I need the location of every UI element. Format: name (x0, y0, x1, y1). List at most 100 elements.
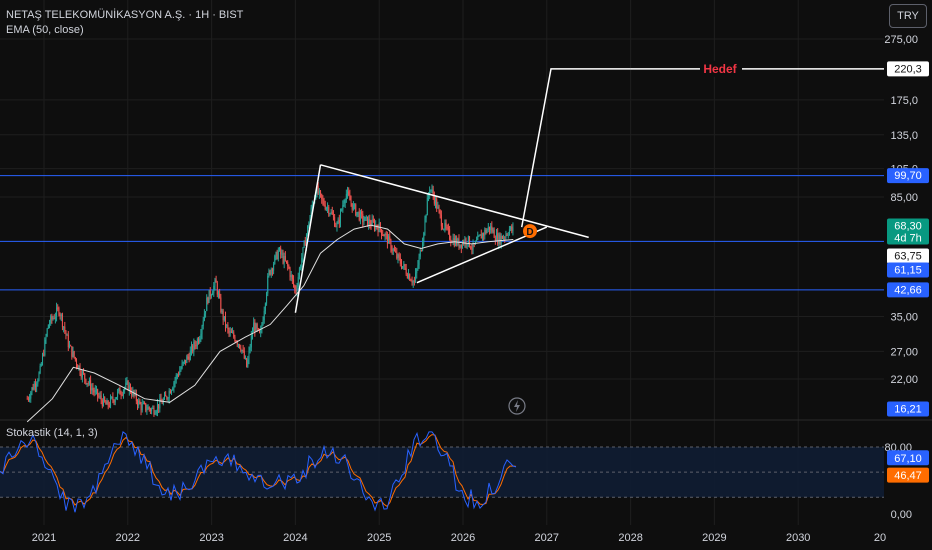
candle-body (471, 248, 473, 250)
candle-body (124, 387, 126, 391)
candle-body (227, 325, 229, 330)
candle-body (165, 394, 167, 397)
candle-body (30, 392, 32, 399)
candle-body (426, 197, 428, 216)
candle-body (229, 331, 231, 333)
candle-body (440, 214, 442, 227)
candle-body (56, 307, 58, 317)
currency-button[interactable]: TRY (889, 4, 927, 28)
candle-body (117, 391, 119, 398)
candle-body (126, 381, 128, 383)
stochastic-d-badge (887, 467, 929, 483)
candle-body (115, 397, 117, 400)
candle-body (105, 401, 107, 405)
candle-body (207, 297, 209, 303)
candle-body (181, 363, 183, 369)
candle-body (342, 204, 344, 210)
candle-body (198, 339, 200, 343)
candle-body (320, 190, 322, 194)
price-label-text: 61,15 (894, 265, 922, 277)
candle-body (79, 365, 81, 374)
candle-body (375, 224, 377, 229)
candle-body (156, 403, 158, 412)
candle-body (137, 401, 139, 406)
candle-body (50, 316, 52, 324)
x-tick-label: 2023 (199, 532, 223, 544)
candle-body (458, 238, 460, 248)
candle-body (406, 274, 408, 279)
candle-body (32, 387, 34, 390)
ema-indicator-label[interactable]: EMA (50, close) (6, 24, 84, 36)
candle-body (435, 198, 437, 204)
candle-body (147, 407, 149, 410)
stochastic-k-badge (887, 450, 929, 466)
candle-body (119, 388, 121, 395)
candle-body (138, 400, 140, 406)
candle-body (94, 389, 96, 393)
candle-body (315, 196, 317, 199)
candle-body (225, 315, 227, 327)
x-tick-label: 2024 (283, 532, 307, 544)
candle-body (307, 225, 309, 235)
candle-body (430, 189, 432, 191)
candle-body (168, 390, 170, 399)
candle-body (351, 203, 353, 210)
candle-body (366, 216, 368, 227)
candle-body (331, 211, 333, 215)
price-label-text: 68,30 (894, 220, 922, 232)
candle-body (206, 297, 208, 312)
candle-body (148, 407, 150, 410)
target-label-bg (700, 60, 742, 77)
candle-body (322, 198, 324, 201)
candle-body (237, 344, 239, 346)
price-label-white (887, 61, 929, 77)
candle-body (226, 325, 228, 327)
price-label-text: 99,70 (894, 170, 922, 182)
candle-body (201, 326, 203, 335)
candle-body (365, 216, 367, 218)
candle-body (294, 285, 296, 289)
price-label-blue (887, 282, 929, 298)
x-tick-label: 2030 (786, 532, 810, 544)
candle-body (129, 385, 131, 393)
price-label-text: 42,66 (894, 284, 922, 296)
candle-body (349, 194, 351, 201)
candle-body (303, 241, 305, 248)
candle-body (443, 229, 445, 231)
candle-body (36, 383, 38, 387)
candle-body (328, 207, 330, 214)
candle-body (309, 216, 311, 225)
x-tick-label: 2028 (618, 532, 642, 544)
stochastic-label[interactable]: Stokastik (14, 1, 3) (6, 427, 98, 439)
candle-body (488, 226, 490, 231)
candle-body (311, 204, 313, 208)
candle-body (180, 368, 182, 371)
candle-body (395, 251, 397, 253)
candle-body (507, 234, 509, 236)
candle-body (412, 280, 414, 283)
candle-body (335, 226, 337, 228)
candle-body (417, 265, 419, 270)
candle-body (439, 210, 441, 215)
candle-body (389, 236, 391, 240)
candle-body (329, 213, 331, 215)
candle-body (97, 389, 99, 397)
candle-body (166, 396, 168, 399)
candle-body (409, 274, 411, 281)
candle-body (359, 211, 361, 221)
candle-body (86, 383, 88, 385)
candle-body (67, 334, 69, 348)
candle-body (131, 392, 133, 396)
candle-body (111, 397, 113, 399)
flag-pole-line (294, 164, 322, 313)
candle-body (74, 357, 76, 360)
candle-body (49, 323, 51, 325)
candle-body (193, 342, 195, 352)
candle-body (73, 351, 75, 358)
candle-body (223, 315, 225, 320)
candle-body (301, 258, 303, 268)
candle-body (354, 204, 356, 206)
y-tick-label: 275,00 (884, 34, 918, 46)
candle-body (61, 314, 63, 327)
